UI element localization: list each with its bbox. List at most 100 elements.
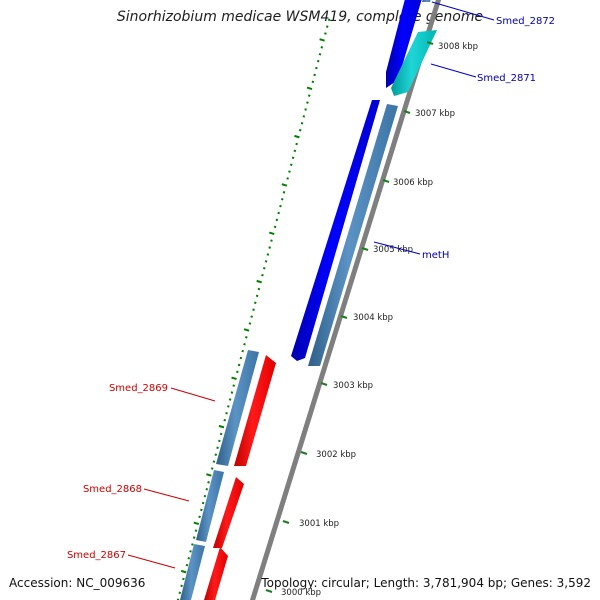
gc-tick xyxy=(236,370,239,374)
gc-tick xyxy=(320,46,324,49)
gene-smed-2869[interactable] xyxy=(234,355,276,466)
gc-tick xyxy=(180,569,187,574)
gc-tick xyxy=(210,467,214,470)
gc-tick xyxy=(306,101,309,104)
gc-tick xyxy=(302,115,306,118)
gene-meth-cds xyxy=(308,104,398,366)
gc-tick xyxy=(198,515,201,519)
gc-tick xyxy=(193,521,200,526)
gc-tick xyxy=(218,424,225,429)
gc-tick xyxy=(315,66,318,70)
gc-tick xyxy=(180,584,183,588)
gc-tick xyxy=(185,563,189,567)
gene-label-smed-2868[interactable]: Smed_2868 xyxy=(83,484,142,495)
gc-tick xyxy=(264,260,268,263)
gc-tick xyxy=(261,273,264,277)
gene-label-smed-2867[interactable]: Smed_2867 xyxy=(67,550,126,561)
tick-label: 3002 kbp xyxy=(316,450,356,460)
gene-meth[interactable] xyxy=(291,100,380,361)
gc-tick xyxy=(243,328,250,332)
gc-tick xyxy=(203,494,207,498)
gc-tick xyxy=(212,460,216,463)
gc-tick xyxy=(230,391,234,394)
gc-tick xyxy=(298,128,302,132)
gc-tick xyxy=(286,177,289,180)
map-title: Sinorhizobium medicae WSM419, complete g… xyxy=(116,9,484,25)
gc-tick xyxy=(227,405,230,408)
gc-tick xyxy=(243,342,246,346)
genome-summary-text: Topology: circular; Length: 3,781,904 bp… xyxy=(261,576,591,590)
gc-tick xyxy=(319,38,325,42)
gc-tick xyxy=(300,122,304,125)
gc-tick xyxy=(291,156,295,160)
gc-tick xyxy=(311,80,315,84)
gene-label-meth[interactable]: metH xyxy=(422,250,449,261)
gc-tick xyxy=(295,142,298,146)
gc-tick xyxy=(178,591,182,595)
gene-smed-2872[interactable] xyxy=(386,0,423,88)
gene-smed-2872-cds xyxy=(422,0,431,2)
gc-tick xyxy=(324,32,327,35)
gc-tick xyxy=(219,432,223,436)
gc-tick xyxy=(256,279,262,284)
backbone-line xyxy=(249,0,442,600)
tick-label: 3006 kbp xyxy=(393,178,433,188)
gc-tick xyxy=(273,225,277,229)
accession-text: Accession: NC_009636 xyxy=(9,576,146,590)
gc-tick xyxy=(304,108,307,111)
gc-tick xyxy=(241,349,245,353)
gc-tick xyxy=(268,231,275,236)
gc-tick xyxy=(189,550,192,553)
gene-smed-2869-cds xyxy=(216,350,259,466)
gc-tick xyxy=(232,384,236,387)
gc-tick xyxy=(228,398,232,401)
gc-tick xyxy=(294,134,300,139)
gene-smed-2867[interactable] xyxy=(204,547,228,600)
tick-label: 3000 kbp xyxy=(281,588,321,598)
gc-tick xyxy=(245,336,248,339)
gene-label-smed-2869[interactable]: Smed_2869 xyxy=(109,383,168,394)
gc-tick xyxy=(200,508,203,512)
label-leaders xyxy=(127,1,495,569)
gc-tick xyxy=(218,439,221,443)
gc-tick xyxy=(270,239,273,242)
gene-label-smed-2872[interactable]: Smed_2872 xyxy=(496,16,555,27)
gc-tick xyxy=(237,363,241,367)
gene-smed-2871[interactable] xyxy=(391,30,437,96)
gc-tick xyxy=(327,18,331,21)
ruler-ticks xyxy=(265,41,434,593)
tick-label: 3005 kbp xyxy=(373,245,413,255)
gc-tick xyxy=(214,453,218,456)
gc-tick xyxy=(318,52,322,56)
tick-label: 3003 kbp xyxy=(333,381,373,391)
gc-tick xyxy=(307,94,311,97)
gc-tick xyxy=(248,322,252,325)
gc-tick xyxy=(293,149,297,153)
gc-tick xyxy=(192,536,196,539)
gc-tick xyxy=(252,308,255,311)
gc-tick xyxy=(254,301,257,305)
tick-label: 3008 kbp xyxy=(438,42,478,52)
gc-tick xyxy=(268,246,271,249)
gc-tick xyxy=(194,529,198,532)
gc-content-track xyxy=(176,18,331,600)
gene-smed-2867-cds xyxy=(180,544,205,600)
gc-tick xyxy=(257,287,261,291)
gc-tick xyxy=(206,473,212,477)
gc-tick xyxy=(279,204,282,208)
gc-tick xyxy=(239,356,243,360)
gc-tick xyxy=(282,191,286,194)
gene-smed-2868[interactable] xyxy=(213,477,244,548)
gc-tick xyxy=(262,267,266,270)
gene-smed-2868-cds xyxy=(196,470,224,542)
gc-tick xyxy=(288,170,291,173)
gc-tick xyxy=(201,501,205,505)
gc-tick xyxy=(281,183,288,187)
tick-label: 3001 kbp xyxy=(299,519,339,529)
gc-tick xyxy=(306,86,313,91)
gc-tick xyxy=(216,446,219,450)
gene-label-smed-2871[interactable]: Smed_2871 xyxy=(477,73,536,84)
gc-tick xyxy=(182,577,185,581)
